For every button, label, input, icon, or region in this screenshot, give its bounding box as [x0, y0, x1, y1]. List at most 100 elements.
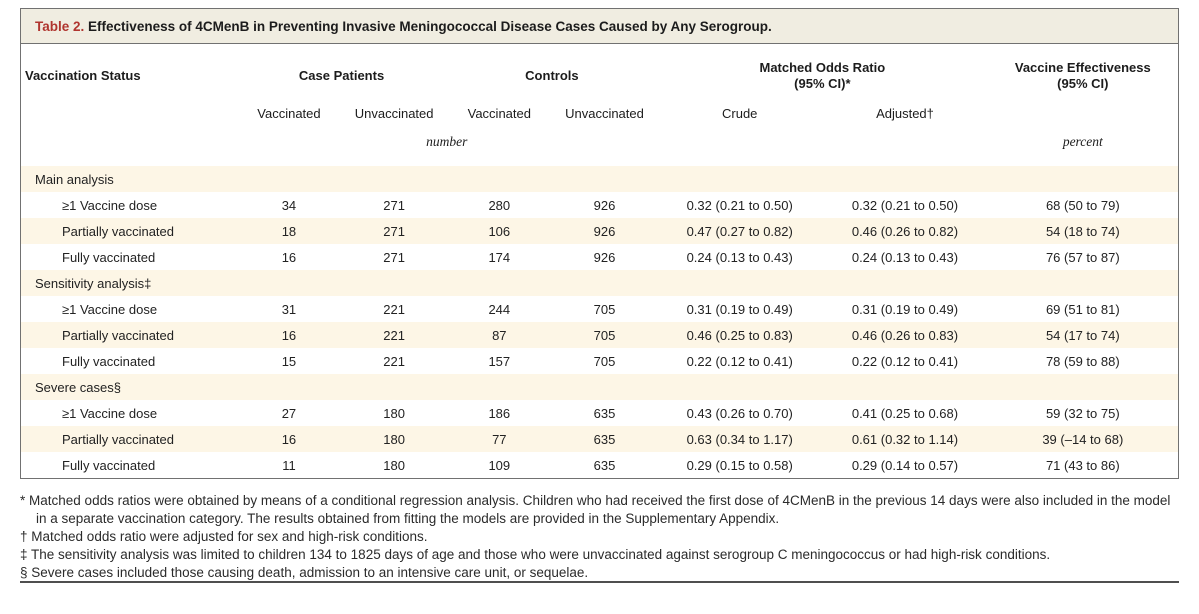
header-vaccination-status: Vaccination Status	[25, 68, 141, 83]
row-label: Partially vaccinated	[62, 431, 174, 447]
effectiveness-table: Vaccination Status Case Patients Control…	[21, 44, 1178, 478]
data-cell: 0.24 (0.13 to 0.43)	[686, 249, 793, 265]
footnote-marker: ‡	[20, 547, 28, 562]
data-cell: 0.63 (0.34 to 1.17)	[686, 431, 793, 447]
subheader-case-vaccinated: Vaccinated	[257, 106, 321, 121]
section-label: Severe cases§	[35, 379, 121, 395]
section-row: Severe cases§	[21, 374, 1178, 400]
data-cell: 59 (32 to 75)	[1045, 405, 1120, 421]
table-row: Fully vaccinated 15 221 157 705 0.22 (0.12 to…	[21, 348, 1178, 374]
row-label: Fully vaccinated	[62, 249, 156, 265]
data-cell: 635	[593, 405, 616, 421]
table-title: Effectiveness of 4CMenB in Preventing In…	[88, 19, 772, 34]
data-cell: 0.32 (0.21 to 0.50)	[686, 197, 793, 213]
data-cell: 635	[593, 431, 616, 447]
row-label: ≥1 Vaccine dose	[62, 405, 158, 421]
data-cell: 705	[593, 327, 616, 343]
data-cell: 71 (43 to 86)	[1045, 457, 1120, 473]
data-cell: 221	[383, 327, 405, 343]
subheader-controls-vaccinated: Vaccinated	[467, 106, 531, 121]
data-cell: 68 (50 to 79)	[1045, 197, 1120, 213]
footnote-marker: *	[20, 493, 26, 508]
data-cell: 0.41 (0.25 to 0.68)	[851, 405, 959, 421]
data-cell: 0.31 (0.19 to 0.49)	[851, 301, 959, 317]
data-cell: 157	[488, 353, 511, 369]
header-controls: Controls	[525, 68, 579, 83]
data-cell: 271	[383, 223, 405, 239]
data-cell: 926	[593, 249, 616, 265]
data-cell: 0.24 (0.13 to 0.43)	[851, 249, 959, 265]
table2-frame: Table 2. Effectiveness of 4CMenB in Prev…	[20, 8, 1179, 479]
footnote-text: Matched odds ratio were adjusted for sex…	[31, 529, 428, 544]
data-cell: 0.29 (0.15 to 0.58)	[686, 457, 793, 473]
data-cell: 0.46 (0.26 to 0.83)	[851, 327, 959, 343]
data-cell: 926	[593, 223, 616, 239]
data-cell: 0.46 (0.26 to 0.82)	[851, 223, 959, 239]
data-cell: 78 (59 to 88)	[1045, 353, 1120, 369]
footnote-double-dagger: ‡ The sensitivity analysis was limited t…	[20, 546, 1179, 564]
row-label: Partially vaccinated	[62, 223, 174, 239]
data-cell: 0.46 (0.25 to 0.83)	[686, 327, 793, 343]
table-row: Partially vaccinated 16 221 87 705 0.46 (0.25…	[21, 322, 1178, 348]
data-cell: 109	[488, 457, 511, 473]
data-cell: 0.47 (0.27 to 0.82)	[686, 223, 793, 239]
header-unit-row: number percent	[21, 128, 1178, 166]
table-row: Fully vaccinated 11 180 109 635 0.29 (0.15 to…	[21, 452, 1178, 478]
data-cell: 34	[281, 197, 297, 213]
header-empty-cell	[988, 96, 1178, 128]
table-title-bar: Table 2. Effectiveness of 4CMenB in Prev…	[21, 9, 1178, 44]
header-mor-line2: (95% CI)*	[794, 76, 851, 91]
table-header: Vaccination Status Case Patients Control…	[21, 44, 1178, 166]
footnote-dagger: † Matched odds ratio were adjusted for s…	[20, 528, 1179, 546]
data-cell: 244	[488, 301, 511, 317]
footnote-section: § Severe cases included those causing de…	[20, 564, 1179, 582]
data-cell: 69 (51 to 81)	[1045, 301, 1120, 317]
data-cell: 54 (17 to 74)	[1045, 327, 1120, 343]
data-cell: 0.29 (0.14 to 0.57)	[851, 457, 959, 473]
data-cell: 39 (–14 to 68)	[1042, 431, 1124, 447]
header-sub-row: Vaccinated Unvaccinated Vaccinated Unvac…	[21, 96, 1178, 128]
header-empty-cell	[21, 96, 236, 128]
data-cell: 77	[492, 431, 507, 447]
subheader-controls-unvaccinated: Unvaccinated	[565, 106, 644, 121]
row-label: ≥1 Vaccine dose	[62, 301, 158, 317]
data-cell: 0.43 (0.26 to 0.70)	[686, 405, 793, 421]
data-cell: 54 (18 to 74)	[1045, 223, 1120, 239]
data-cell: 27	[281, 405, 297, 421]
data-cell: 18	[281, 223, 297, 239]
table-row: ≥1 Vaccine dose 27 180 186 635 0.43 (0.26 to …	[21, 400, 1178, 426]
header-ve-line1: Vaccine Effectiveness	[1014, 60, 1151, 75]
data-cell: 0.22 (0.12 to 0.41)	[686, 353, 793, 369]
data-cell: 180	[383, 405, 405, 421]
row-label: Fully vaccinated	[62, 457, 156, 473]
table-row: Partially vaccinated 16 180 77 635 0.63 (0.34…	[21, 426, 1178, 452]
table-body: Main analysis ≥1 Vaccine dose 34 271 280 926 0…	[21, 166, 1178, 478]
data-cell: 0.32 (0.21 to 0.50)	[851, 197, 959, 213]
data-cell: 106	[488, 223, 511, 239]
table-row: Fully vaccinated 16 271 174 926 0.24 (0.13 to…	[21, 244, 1178, 270]
header-ve-line2: (95% CI)	[1057, 76, 1109, 91]
data-cell: 16	[281, 249, 297, 265]
data-cell: 0.22 (0.12 to 0.41)	[851, 353, 959, 369]
bottom-rule	[20, 581, 1179, 583]
data-cell: 221	[383, 353, 405, 369]
data-cell: 186	[488, 405, 511, 421]
header-case-patients: Case Patients	[298, 68, 385, 83]
data-cell: 0.31 (0.19 to 0.49)	[686, 301, 793, 317]
section-label: Main analysis	[35, 171, 114, 187]
data-cell: 15	[281, 353, 297, 369]
row-label: Partially vaccinated	[62, 327, 174, 343]
data-cell: 31	[281, 301, 297, 317]
footnote-asterisk: * Matched odds ratios were obtained by m…	[20, 492, 1179, 528]
table-row: Partially vaccinated 18 271 106 926 0.47 (0.2…	[21, 218, 1178, 244]
table-number-label: Table 2.	[35, 19, 85, 34]
data-cell: 221	[383, 301, 405, 317]
table-row: ≥1 Vaccine dose 34 271 280 926 0.32 (0.21 to …	[21, 192, 1178, 218]
data-cell: 180	[383, 431, 405, 447]
data-cell: 271	[383, 197, 405, 213]
unit-number-label: number	[426, 134, 468, 149]
data-cell: 926	[593, 197, 616, 213]
header-group-row: Vaccination Status Case Patients Control…	[21, 44, 1178, 96]
footnote-marker: §	[20, 565, 28, 580]
header-matched-odds-ratio: Matched Odds Ratio (95% CI)*	[657, 44, 988, 96]
